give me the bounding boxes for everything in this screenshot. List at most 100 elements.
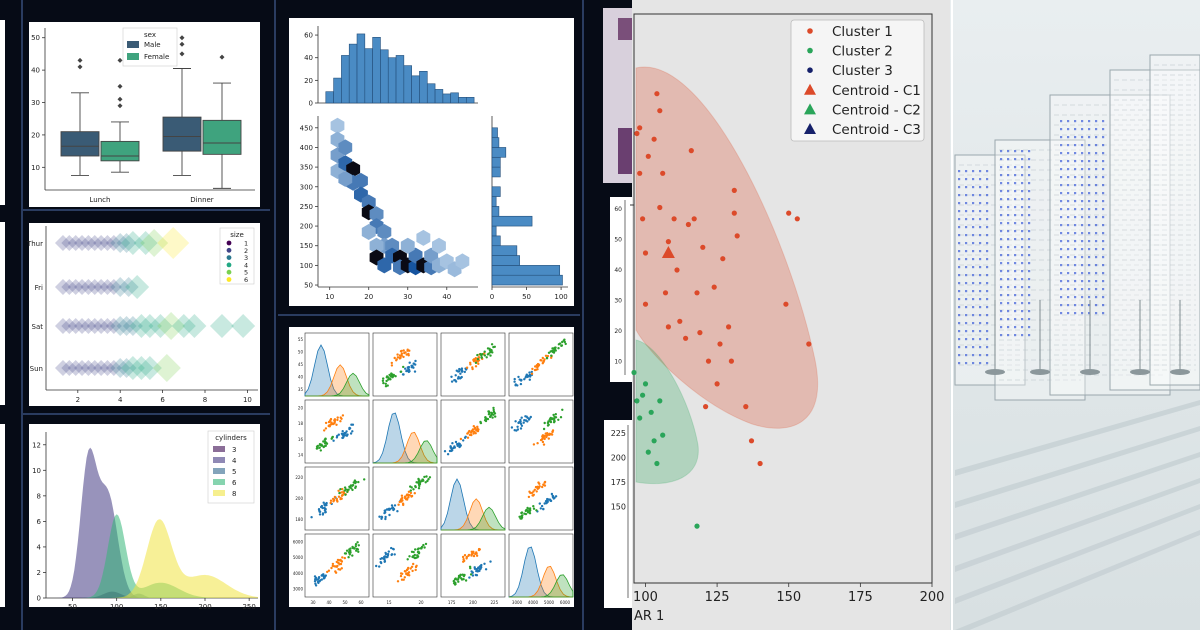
render-blue-cell: [1074, 296, 1077, 299]
render-blue-cell: [1000, 166, 1003, 169]
render-blue-cell: [1074, 136, 1077, 139]
pairplot-point: [554, 413, 557, 416]
render-blue-cell: [972, 210, 975, 213]
render-blue-cell: [1021, 238, 1024, 241]
render-blue-cell: [1102, 184, 1105, 187]
cluster1-point: [637, 170, 643, 176]
pairplot-point: [417, 487, 421, 490]
pairplot-y-tick-label: 55: [298, 337, 304, 342]
pairplot-point: [387, 550, 390, 553]
render-blue-cell: [1067, 120, 1070, 123]
pairplot-cell-frame: [372, 332, 438, 397]
kde-legend-label: 6: [232, 479, 237, 487]
pairplot-point: [329, 501, 332, 505]
pairplot-point: [520, 424, 524, 427]
render-blue-cell: [1000, 318, 1003, 321]
strip-point: [120, 356, 145, 380]
hexbin-x-tick-label: 40: [442, 293, 451, 301]
render-blue-cell: [1102, 160, 1105, 163]
pairplot-point: [344, 493, 347, 496]
render-blue-cell: [1028, 150, 1031, 153]
render-blue-cell: [1014, 318, 1017, 321]
strip-point: [93, 235, 110, 251]
pairplot-point: [348, 548, 351, 551]
render-blue-cell: [1074, 240, 1077, 243]
pairplot-point: [550, 356, 553, 359]
render-blue-cell: [1067, 216, 1070, 219]
pairplot-point: [388, 377, 391, 381]
strip-point: [61, 279, 78, 295]
render-blue-cell: [1060, 152, 1063, 155]
render-blue-cell: [965, 266, 968, 269]
hist-right-bar: [491, 215, 533, 227]
pairplot-point: [346, 433, 349, 436]
render-blue-cell: [1088, 248, 1091, 251]
render-blue-cell: [1014, 214, 1017, 217]
pairplot-point: [460, 368, 463, 371]
render-blue-cell: [1021, 334, 1024, 337]
render-blue-cell: [1067, 160, 1070, 163]
render-blue-cell: [1060, 192, 1063, 195]
pairplot-point: [428, 476, 432, 479]
pairplot-point: [531, 367, 534, 371]
pairplot-point: [492, 406, 495, 410]
pairplot-point: [405, 369, 408, 373]
hexbin-cell: [338, 139, 353, 156]
pairplot-point: [330, 437, 333, 440]
pairplot-point: [471, 428, 475, 431]
pairplot-point: [400, 494, 404, 497]
render-blue-cell: [972, 226, 975, 229]
pairplot-point: [337, 489, 340, 492]
render-blue-cell: [1060, 160, 1063, 163]
pairplot-point: [538, 485, 541, 488]
pairplot-point: [474, 357, 477, 360]
edge-tick-label: 50: [614, 237, 622, 244]
render-blue-cell: [1014, 198, 1017, 201]
render-blue-cell: [1014, 302, 1017, 305]
pairplot-point: [533, 368, 537, 372]
pairplot-point: [330, 566, 333, 570]
cluster1-point: [783, 301, 789, 307]
cluster1-point: [731, 210, 737, 216]
hist-top-bar: [419, 70, 428, 104]
pairplot-point: [472, 358, 475, 362]
render-blue-cell: [1081, 264, 1084, 267]
pairplot-point: [455, 369, 458, 372]
pairplot-point: [354, 485, 357, 488]
edge-tick-label: 40: [614, 267, 622, 274]
hist-top-bar: [434, 89, 444, 104]
pairplot-kde: [305, 372, 370, 397]
pairplot-point: [335, 560, 338, 564]
render-blue-cell: [958, 322, 961, 325]
pairplot-point: [315, 578, 318, 581]
pairplot-point: [357, 544, 360, 547]
render-blue-cell: [972, 234, 975, 237]
boxplot-outlier: [77, 57, 83, 63]
pairplot-point: [451, 442, 454, 445]
render-blue-cell: [1074, 248, 1077, 251]
cluster1-point: [786, 210, 792, 216]
boxplot-y-tick-label: 30: [31, 99, 40, 107]
pairplot-point: [469, 573, 473, 576]
hist-right-bar: [491, 137, 500, 148]
edge-tick-label: 10: [614, 359, 622, 366]
strip-point: [93, 360, 110, 376]
pairplot-point: [340, 559, 343, 563]
hist-top-y-tick-label: 60: [304, 32, 313, 40]
pairplot-point: [343, 556, 346, 560]
strip-point: [99, 279, 116, 295]
pairplot-point: [397, 503, 400, 506]
strip-legend-marker: [226, 262, 232, 268]
pairplot-point: [324, 421, 328, 425]
render-blue-cell: [1095, 288, 1098, 291]
pairplot-point: [407, 368, 410, 372]
render-blue-cell: [1014, 206, 1017, 209]
pairplot-point: [388, 513, 391, 517]
render-blue-cell: [958, 290, 961, 293]
render-blue-cell: [1081, 120, 1084, 123]
render-blue-cell: [1081, 160, 1084, 163]
render-blue-cell: [986, 290, 989, 293]
hist-right-bar: [491, 166, 501, 178]
render-blue-cell: [986, 226, 989, 229]
render-blue-cell: [958, 178, 961, 181]
